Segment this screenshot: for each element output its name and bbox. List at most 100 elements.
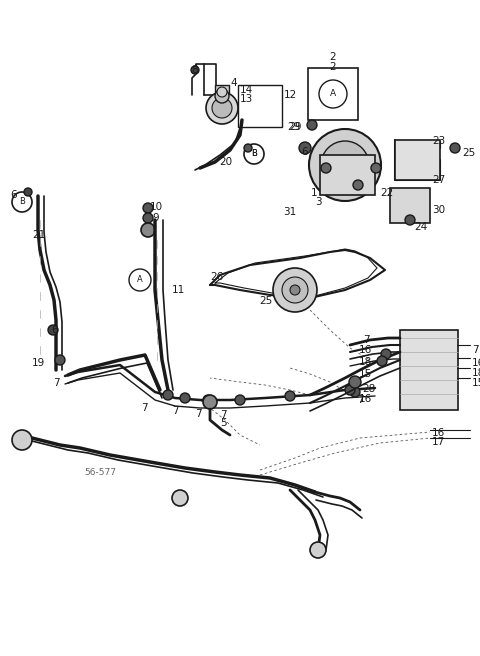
Circle shape <box>235 395 245 405</box>
Circle shape <box>12 192 32 212</box>
Text: 30: 30 <box>432 205 445 215</box>
Circle shape <box>24 188 32 196</box>
Circle shape <box>191 66 199 74</box>
Circle shape <box>405 215 415 225</box>
Circle shape <box>450 143 460 153</box>
Text: 12: 12 <box>284 90 297 100</box>
Circle shape <box>299 142 311 154</box>
Text: 31: 31 <box>283 207 296 217</box>
Text: B: B <box>251 150 257 159</box>
Text: 21: 21 <box>32 230 45 240</box>
Text: 18: 18 <box>472 368 480 378</box>
Text: 7: 7 <box>472 345 479 355</box>
Circle shape <box>290 285 300 295</box>
Text: 56-577: 56-577 <box>84 468 116 477</box>
Text: 14: 14 <box>240 85 253 95</box>
Text: 7: 7 <box>220 410 227 420</box>
Bar <box>390 188 430 223</box>
Bar <box>215 85 229 93</box>
Text: 6: 6 <box>10 190 17 200</box>
Text: B: B <box>251 150 257 159</box>
Text: 7: 7 <box>195 409 202 419</box>
Text: 29: 29 <box>287 122 300 132</box>
Text: 2: 2 <box>330 62 336 72</box>
Bar <box>238 85 282 127</box>
Circle shape <box>282 277 308 303</box>
Text: 7: 7 <box>142 403 148 413</box>
Text: 16: 16 <box>472 358 480 368</box>
Text: 17: 17 <box>432 437 445 447</box>
Bar <box>400 330 458 410</box>
Circle shape <box>309 129 381 201</box>
Text: 19: 19 <box>32 358 45 368</box>
Circle shape <box>319 80 347 108</box>
Text: 27: 27 <box>432 175 445 185</box>
Circle shape <box>203 395 217 409</box>
Text: 16: 16 <box>359 394 372 404</box>
Circle shape <box>310 542 326 558</box>
Circle shape <box>371 163 381 173</box>
Circle shape <box>172 490 188 506</box>
Bar <box>308 68 358 120</box>
Text: 8: 8 <box>192 65 198 75</box>
Circle shape <box>163 390 173 400</box>
Text: 5: 5 <box>220 418 227 428</box>
Text: 10: 10 <box>150 202 163 212</box>
Circle shape <box>55 355 65 365</box>
Circle shape <box>307 120 317 130</box>
Text: 25: 25 <box>259 296 272 306</box>
Text: 26: 26 <box>210 272 223 282</box>
Text: B: B <box>19 197 25 207</box>
Circle shape <box>217 87 227 97</box>
Text: 16: 16 <box>432 428 445 438</box>
Circle shape <box>12 430 32 450</box>
Circle shape <box>141 223 155 237</box>
Text: 7: 7 <box>363 335 370 345</box>
Circle shape <box>321 163 331 173</box>
Circle shape <box>129 269 151 291</box>
Text: A: A <box>330 89 336 98</box>
Text: 15: 15 <box>472 378 480 388</box>
Circle shape <box>215 89 229 103</box>
Circle shape <box>244 144 252 152</box>
Circle shape <box>349 376 361 388</box>
Circle shape <box>203 395 213 405</box>
Text: 7: 7 <box>53 378 60 388</box>
Text: 4: 4 <box>230 78 237 88</box>
Bar <box>395 140 440 180</box>
Text: 7: 7 <box>357 395 364 405</box>
Circle shape <box>337 157 353 173</box>
Text: 3: 3 <box>315 197 322 207</box>
Text: 15: 15 <box>359 369 372 379</box>
Text: 18: 18 <box>359 357 372 367</box>
Circle shape <box>345 385 355 395</box>
Text: 29: 29 <box>289 122 302 132</box>
Circle shape <box>244 144 264 164</box>
Text: 28: 28 <box>362 384 375 394</box>
Bar <box>320 155 375 195</box>
Text: 13: 13 <box>240 94 253 104</box>
Text: 11: 11 <box>172 285 185 295</box>
Circle shape <box>48 325 58 335</box>
Text: 25: 25 <box>462 148 475 158</box>
Circle shape <box>143 203 153 213</box>
Circle shape <box>212 98 232 118</box>
Circle shape <box>377 356 387 366</box>
Text: 16: 16 <box>359 345 372 355</box>
Text: 1: 1 <box>311 188 317 198</box>
Circle shape <box>381 349 391 359</box>
Text: 6: 6 <box>301 147 308 157</box>
Text: A: A <box>137 276 143 285</box>
Circle shape <box>206 92 238 124</box>
Circle shape <box>350 387 360 397</box>
Text: 9: 9 <box>152 213 158 223</box>
Text: 2: 2 <box>330 52 336 62</box>
Circle shape <box>180 393 190 403</box>
Circle shape <box>285 391 295 401</box>
Text: 20: 20 <box>219 157 232 167</box>
Circle shape <box>321 141 369 189</box>
Text: 24: 24 <box>414 222 427 232</box>
Text: 7: 7 <box>172 406 179 416</box>
Circle shape <box>353 180 363 190</box>
Text: 23: 23 <box>432 136 445 146</box>
